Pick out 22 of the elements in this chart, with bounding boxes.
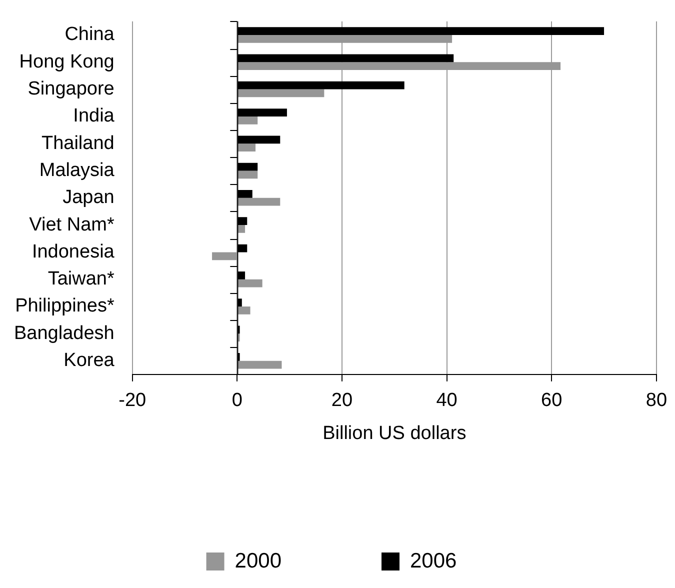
x-tick-label: 0	[232, 390, 242, 412]
y-tick-label: Singapore	[28, 78, 114, 100]
y-tick-label: Japan	[62, 187, 114, 208]
x-tick-label: -20	[118, 390, 146, 412]
y-tick-label: Philippines*	[15, 296, 115, 317]
x-tick-label: 40	[436, 390, 458, 412]
x-tick-label: 80	[646, 390, 668, 412]
x-tick-label: 20	[331, 390, 353, 412]
x-tick-label: 60	[541, 390, 562, 412]
y-tick-label: Bangladesh	[14, 322, 114, 344]
y-tick-label: Hong Kong	[19, 51, 114, 72]
y-tick-label: Thailand	[41, 132, 114, 154]
y-tick-label: Taiwan*	[48, 268, 115, 290]
y-tick-label: Viet Nam*	[29, 214, 115, 236]
legend-label: 2000	[234, 549, 282, 572]
legend-label: 2006	[410, 549, 457, 572]
y-tick-label: Indonesia	[32, 241, 115, 262]
y-tick-label: India	[73, 106, 115, 127]
y-tick-label: Malaysia	[39, 160, 115, 181]
x-axis-title: Billion US dollars	[322, 422, 466, 444]
y-tick-label: China	[64, 24, 115, 46]
y-tick-label: Korea	[64, 350, 115, 372]
